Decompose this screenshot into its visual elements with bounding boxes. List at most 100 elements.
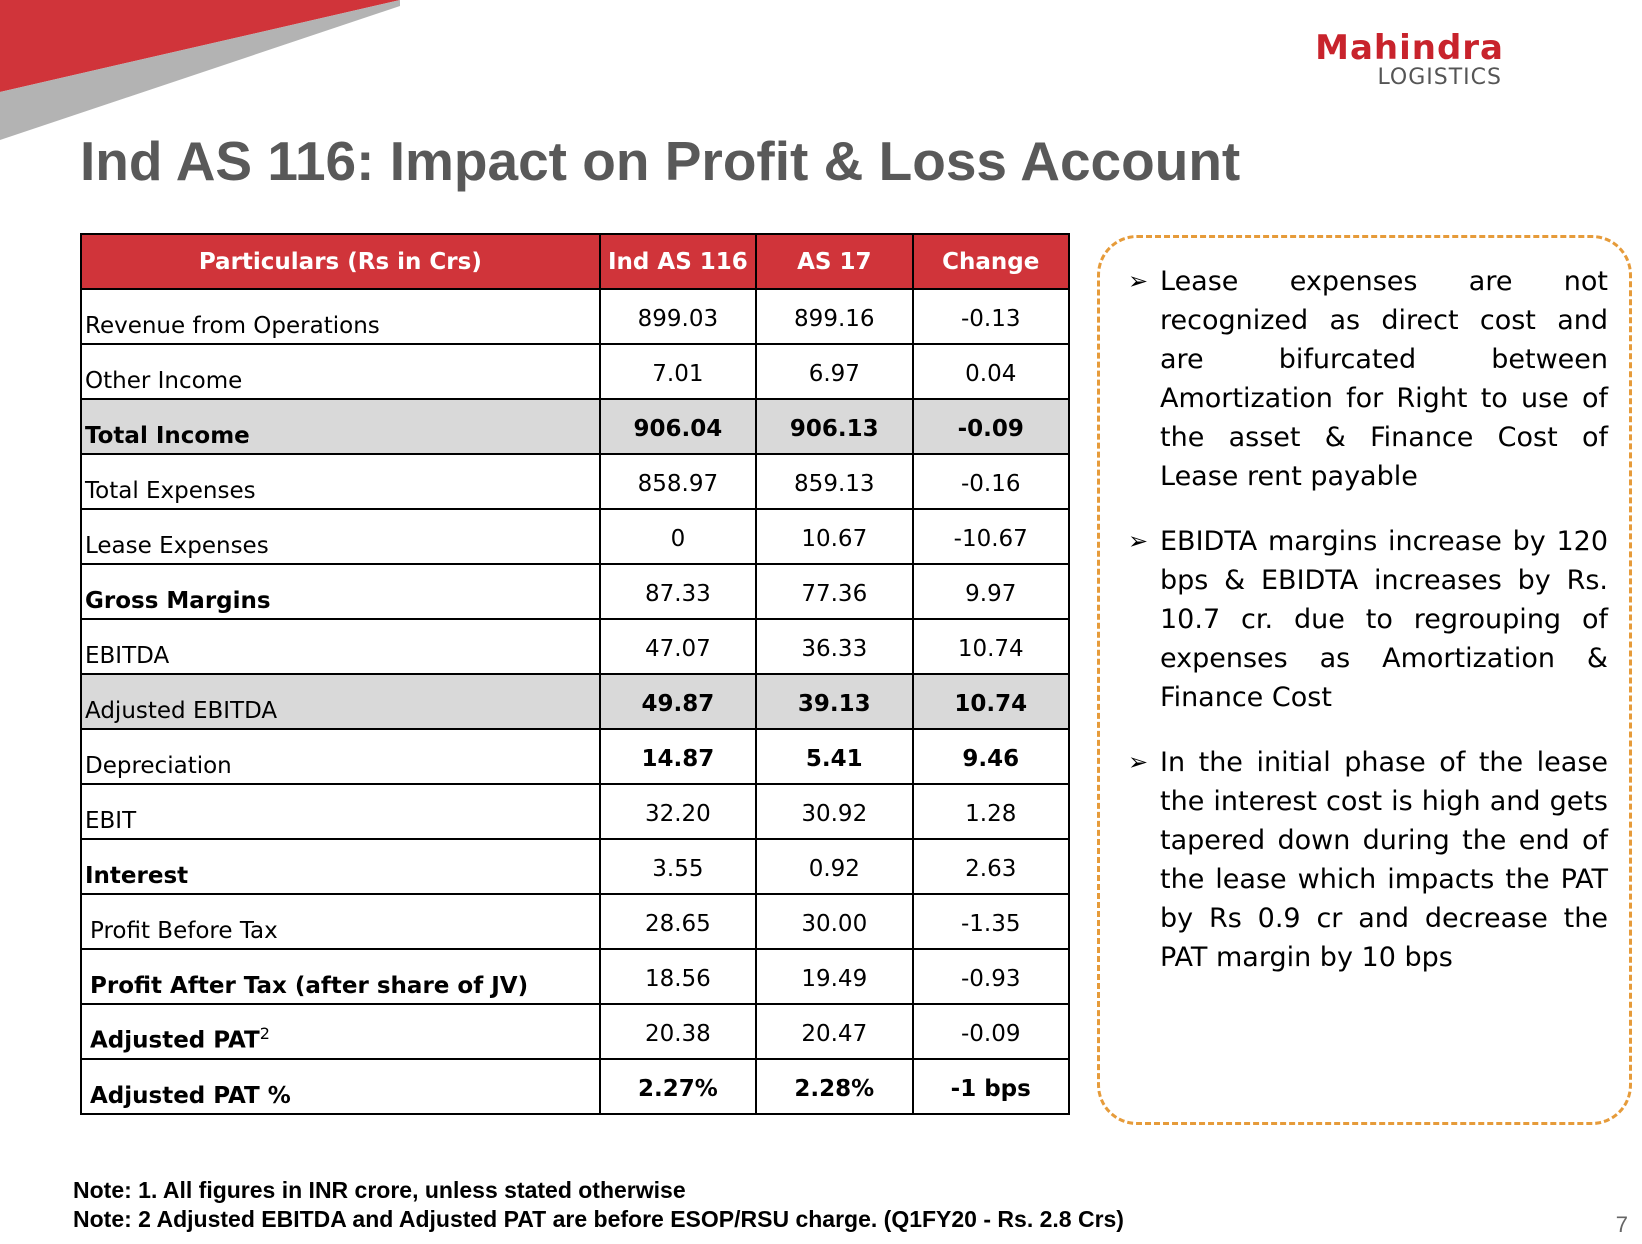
row-label: Adjusted PAT % — [80, 1058, 601, 1115]
value-change: -0.16 — [911, 453, 1070, 510]
value-as-17: 899.16 — [755, 288, 914, 345]
table-row: Adjusted PAT % 2.27% 2.28% -1 bps — [80, 1058, 1070, 1115]
brand-name: Mahindra — [1315, 28, 1504, 68]
value-change: 0.04 — [911, 343, 1070, 400]
value-as-17: 2.28% — [755, 1058, 914, 1115]
table-row: Profit After Tax (after share of JV) 18.… — [80, 948, 1070, 1005]
row-label: Adjusted EBITDA — [80, 673, 601, 730]
value-change: 2.63 — [911, 838, 1070, 895]
table-row: EBIT 32.20 30.92 1.28 — [80, 783, 1070, 840]
row-label: Profit Before Tax — [80, 893, 601, 950]
table-row: Adjusted EBITDA 49.87 39.13 10.74 — [80, 673, 1070, 730]
value-ind-as-116: 32.20 — [598, 783, 758, 840]
row-label: Adjusted PAT — [90, 1028, 260, 1054]
pl-table: Particulars (Rs in Crs) Ind AS 116 AS 17… — [80, 233, 1070, 1115]
list-item: ➢ Lease expenses are not recognized as di… — [1128, 262, 1608, 496]
commentary-box — [1097, 235, 1632, 1125]
value-ind-as-116: 7.01 — [598, 343, 758, 400]
row-label: Lease Expenses — [80, 508, 601, 565]
page-title: Ind AS 116: Impact on Profit & Loss Acco… — [80, 130, 1241, 192]
value-change: 10.74 — [911, 618, 1070, 675]
value-change: -0.93 — [911, 948, 1070, 1005]
value-as-17: 36.33 — [755, 618, 914, 675]
value-ind-as-116: 3.55 — [598, 838, 758, 895]
table-row: EBITDA 47.07 36.33 10.74 — [80, 618, 1070, 675]
footnote-2: Note: 2 Adjusted EBITDA and Adjusted PAT… — [73, 1206, 1124, 1232]
footnote-marker: 2 — [259, 1024, 270, 1044]
value-change: -0.09 — [911, 398, 1070, 455]
arrow-bullet-icon: ➢ — [1128, 267, 1149, 295]
table-row: Other Income 7.01 6.97 0.04 — [80, 343, 1070, 400]
value-change: -0.09 — [911, 1003, 1070, 1060]
value-ind-as-116: 49.87 — [598, 673, 758, 730]
footnotes: Note: 1. All figures in INR crore, unles… — [73, 1176, 1124, 1234]
row-label: Interest — [80, 838, 601, 895]
row-label: Depreciation — [80, 728, 601, 785]
row-label: Total Income — [80, 398, 601, 455]
page-number: 7 — [1615, 1212, 1628, 1237]
bullet-text: EBIDTA margins increase by 120 bps & EBI… — [1160, 526, 1608, 713]
row-label-cell: Adjusted PAT2 — [80, 1003, 601, 1060]
value-as-17: 10.67 — [755, 508, 914, 565]
value-as-17: 20.47 — [755, 1003, 914, 1060]
table-row: Total Expenses 858.97 859.13 -0.16 — [80, 453, 1070, 510]
value-ind-as-116: 906.04 — [598, 398, 758, 455]
list-item: ➢ EBIDTA margins increase by 120 bps & EB… — [1128, 522, 1608, 717]
table-row: Profit Before Tax 28.65 30.00 -1.35 — [80, 893, 1070, 950]
value-change: -1.35 — [911, 893, 1070, 950]
value-as-17: 906.13 — [755, 398, 914, 455]
header-as-17: AS 17 — [755, 233, 914, 290]
corner-decoration — [0, 0, 400, 140]
bullet-text: Lease expenses are not recognized as dir… — [1160, 266, 1608, 492]
row-label: Other Income — [80, 343, 601, 400]
row-label: Total Expenses — [80, 453, 601, 510]
row-label: Gross Margins — [80, 563, 601, 620]
value-as-17: 30.92 — [755, 783, 914, 840]
value-as-17: 77.36 — [755, 563, 914, 620]
bullet-text: In the initial phase of the lease the in… — [1160, 747, 1608, 973]
arrow-bullet-icon: ➢ — [1128, 527, 1149, 555]
footnote-1: Note: 1. All figures in INR crore, unles… — [73, 1177, 686, 1203]
value-ind-as-116: 858.97 — [598, 453, 758, 510]
value-ind-as-116: 47.07 — [598, 618, 758, 675]
header-particulars: Particulars (Rs in Crs) — [80, 233, 601, 290]
header-ind-as-116: Ind AS 116 — [598, 233, 758, 290]
row-label: Revenue from Operations — [80, 288, 601, 345]
value-change: 9.46 — [911, 728, 1070, 785]
value-as-17: 0.92 — [755, 838, 914, 895]
value-as-17: 39.13 — [755, 673, 914, 730]
value-change: 1.28 — [911, 783, 1070, 840]
value-change: -0.13 — [911, 288, 1070, 345]
value-as-17: 30.00 — [755, 893, 914, 950]
table-row: Gross Margins 87.33 77.36 9.97 — [80, 563, 1070, 620]
value-ind-as-116: 899.03 — [598, 288, 758, 345]
value-change: -10.67 — [911, 508, 1070, 565]
value-ind-as-116: 18.56 — [598, 948, 758, 1005]
commentary-list: ➢ Lease expenses are not recognized as di… — [1128, 262, 1608, 1003]
table-row: Depreciation 14.87 5.41 9.46 — [80, 728, 1070, 785]
brand-logo: Mahindra LOGISTICS — [1315, 30, 1504, 90]
value-as-17: 19.49 — [755, 948, 914, 1005]
value-ind-as-116: 20.38 — [598, 1003, 758, 1060]
row-label: Profit After Tax (after share of JV) — [80, 948, 601, 1005]
value-change: 10.74 — [911, 673, 1070, 730]
arrow-bullet-icon: ➢ — [1128, 748, 1149, 776]
value-ind-as-116: 0 — [598, 508, 758, 565]
row-label: EBITDA — [80, 618, 601, 675]
table-row: Lease Expenses 0 10.67 -10.67 — [80, 508, 1070, 565]
header-change: Change — [911, 233, 1070, 290]
table-row: Interest 3.55 0.92 2.63 — [80, 838, 1070, 895]
value-change: -1 bps — [911, 1058, 1070, 1115]
list-item: ➢ In the initial phase of the lease the i… — [1128, 743, 1608, 977]
value-ind-as-116: 14.87 — [598, 728, 758, 785]
row-label: EBIT — [80, 783, 601, 840]
table-row: Total Income 906.04 906.13 -0.09 — [80, 398, 1070, 455]
brand-subtitle: LOGISTICS — [1377, 65, 1502, 90]
value-ind-as-116: 87.33 — [598, 563, 758, 620]
table-row: Adjusted PAT2 20.38 20.47 -0.09 — [80, 1003, 1070, 1060]
value-ind-as-116: 2.27% — [598, 1058, 758, 1115]
value-change: 9.97 — [911, 563, 1070, 620]
table-header-row: Particulars (Rs in Crs) Ind AS 116 AS 17… — [80, 233, 1070, 290]
table-row: Revenue from Operations 899.03 899.16 -0… — [80, 288, 1070, 345]
value-ind-as-116: 28.65 — [598, 893, 758, 950]
